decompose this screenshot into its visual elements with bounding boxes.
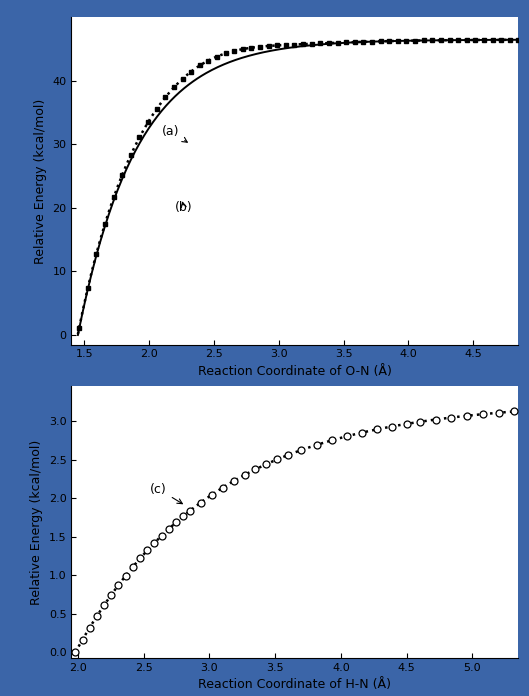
X-axis label: Reaction Coordinate of O-N (Å): Reaction Coordinate of O-N (Å) [198, 365, 392, 378]
Text: (b): (b) [175, 201, 193, 214]
Y-axis label: Relative Energy (kcal/mol): Relative Energy (kcal/mol) [34, 98, 47, 264]
Y-axis label: Relative Energy (kcal/mol): Relative Energy (kcal/mol) [30, 439, 43, 605]
Text: (c): (c) [150, 483, 183, 504]
X-axis label: Reaction Coordinate of H-N (Å): Reaction Coordinate of H-N (Å) [198, 678, 391, 691]
Text: (a): (a) [162, 125, 187, 142]
